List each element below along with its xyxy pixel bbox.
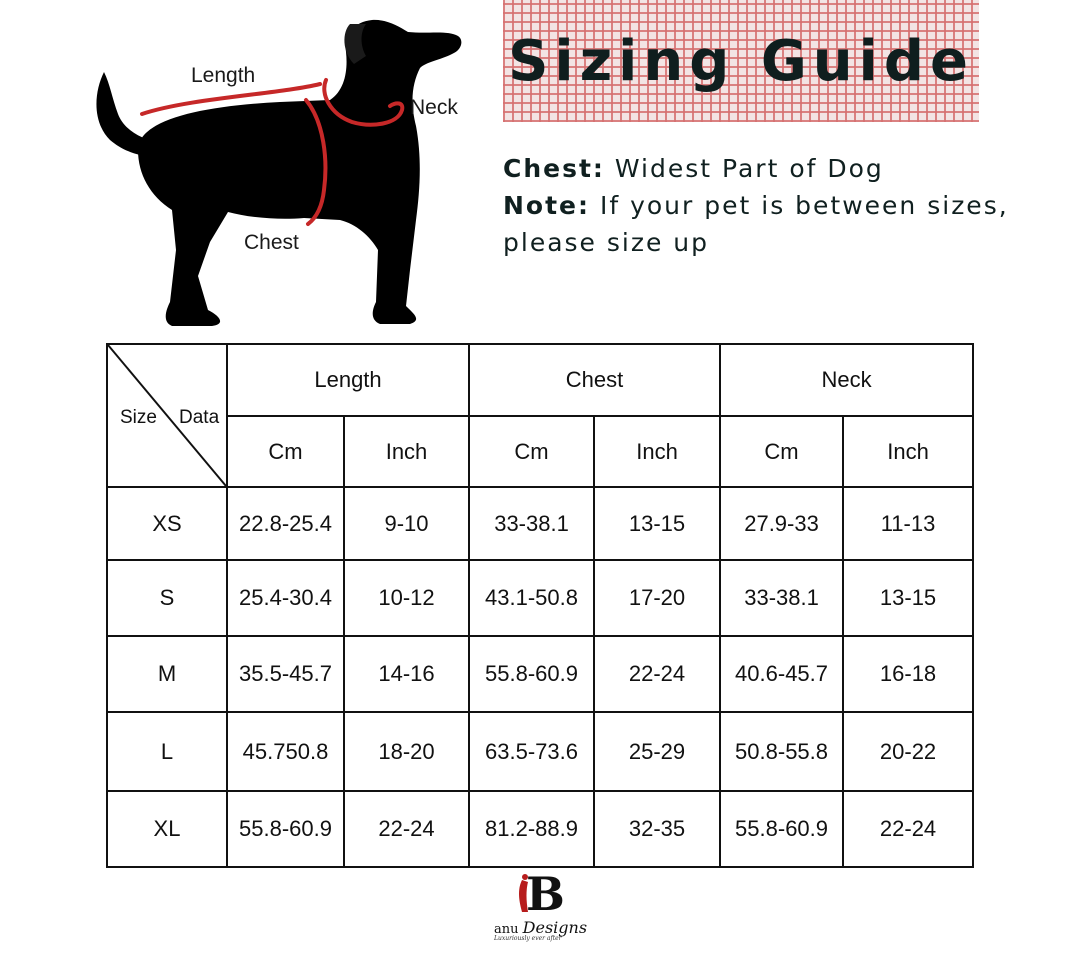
table-cell: 10-12	[342, 559, 471, 637]
group-header-neck: Neck	[719, 343, 975, 417]
table-cell: 22-24	[842, 790, 975, 868]
chest-measure-line	[304, 98, 328, 226]
table-cell: 32-35	[593, 790, 722, 868]
table-header-row: Size Data Length Chest Neck	[106, 343, 975, 488]
neck-measure-line	[322, 78, 405, 127]
svg-text:B: B	[526, 868, 565, 918]
table-cell: 9-10	[342, 486, 471, 561]
logo-brand-suffix: Designs	[522, 918, 588, 937]
table-cell: 25.4-30.4	[226, 559, 345, 637]
corner-size-label: Size	[120, 407, 157, 428]
table-row: M 35.5-45.7 14-16 55.8-60.9 22-24 40.6-4…	[106, 635, 975, 713]
corner-data-label: Data	[179, 407, 220, 428]
table-cell: 55.8-60.9	[226, 790, 345, 868]
table-cell: 16-18	[842, 635, 975, 713]
size-note-key: Note:	[503, 191, 591, 220]
table-cell: 18-20	[342, 711, 471, 792]
table-cell: 81.2-88.9	[468, 790, 596, 868]
size-cell: L	[106, 711, 228, 792]
dog-measurement-illustration: Length Neck Chest	[80, 10, 500, 340]
chest-label: Chest	[244, 231, 299, 254]
brand-logo: B anu Designs Luxuriously ever after	[488, 867, 598, 948]
chest-note-key: Chest:	[503, 154, 605, 183]
unit-header: Inch	[342, 415, 471, 488]
table-cell: 43.1-50.8	[468, 559, 596, 637]
logo-monogram-icon: B	[519, 867, 565, 921]
sizing-table: Size Data Length Chest Neck Cm Inch Cm I…	[106, 343, 975, 868]
size-note: Note: If your pet is between sizes,	[503, 187, 1063, 224]
table-cell: 20-22	[842, 711, 975, 792]
table-row: S 25.4-30.4 10-12 43.1-50.8 17-20 33-38.…	[106, 559, 975, 637]
table-cell: 22-24	[342, 790, 471, 868]
logo-brand-prefix: anu	[494, 922, 519, 937]
sizing-notes: Chest: Widest Part of Dog Note: If your …	[503, 150, 1063, 261]
unit-header: Inch	[593, 415, 722, 488]
table-row: L 45.750.8 18-20 63.5-73.6 25-29 50.8-55…	[106, 711, 975, 792]
group-header-chest: Chest	[468, 343, 722, 417]
length-label: Length	[191, 64, 256, 87]
chest-note-text: Widest Part of Dog	[614, 154, 884, 183]
table-row: XL 55.8-60.9 22-24 81.2-88.9 32-35 55.8-…	[106, 790, 975, 868]
size-cell: S	[106, 559, 228, 637]
size-cell: XL	[106, 790, 228, 868]
table-cell: 27.9-33	[719, 486, 845, 561]
unit-header: Inch	[842, 415, 975, 488]
size-cell: M	[106, 635, 228, 713]
size-cell: XS	[106, 486, 228, 561]
table-cell: 33-38.1	[468, 486, 596, 561]
neck-label: Neck	[410, 96, 458, 119]
table-corner-cell: Size Data	[106, 343, 228, 488]
table-cell: 22.8-25.4	[226, 486, 345, 561]
table-row: XS 22.8-25.4 9-10 33-38.1 13-15 27.9-33 …	[106, 486, 975, 561]
table-cell: 33-38.1	[719, 559, 845, 637]
unit-header: Cm	[468, 415, 596, 488]
logo-brand-name: anu Designs	[494, 918, 587, 937]
table-cell: 25-29	[593, 711, 722, 792]
table-unit-row: Cm Inch Cm Inch Cm Inch	[107, 415, 975, 488]
table-cell: 14-16	[342, 635, 471, 713]
title-banner: Sizing Guide	[503, 0, 979, 122]
size-note-text-line1: If your pet is between sizes,	[599, 191, 1009, 220]
table-cell: 55.8-60.9	[468, 635, 596, 713]
table-cell: 11-13	[842, 486, 975, 561]
unit-header: Cm	[226, 415, 345, 488]
table-cell: 40.6-45.7	[719, 635, 845, 713]
table-cell: 17-20	[593, 559, 722, 637]
table-cell: 35.5-45.7	[226, 635, 345, 713]
table-cell: 13-15	[842, 559, 975, 637]
unit-header: Cm	[719, 415, 845, 488]
table-cell: 22-24	[593, 635, 722, 713]
table-cell: 50.8-55.8	[719, 711, 845, 792]
chest-note: Chest: Widest Part of Dog	[503, 150, 1063, 187]
group-header-length: Length	[225, 343, 471, 417]
corner-diagonal-line	[108, 345, 226, 486]
length-measure-line	[140, 82, 322, 116]
dog-silhouette	[96, 19, 462, 326]
table-cell: 13-15	[593, 486, 722, 561]
table-cell: 45.750.8	[226, 711, 345, 792]
table-cell: 63.5-73.6	[468, 711, 596, 792]
table-cell: 55.8-60.9	[719, 790, 845, 868]
page-title: Sizing Guide	[508, 29, 974, 94]
logo-tagline: Luxuriously ever after	[494, 935, 562, 942]
size-note-line2: please size up	[503, 224, 1063, 261]
size-note-text-line2: please size up	[503, 228, 710, 257]
